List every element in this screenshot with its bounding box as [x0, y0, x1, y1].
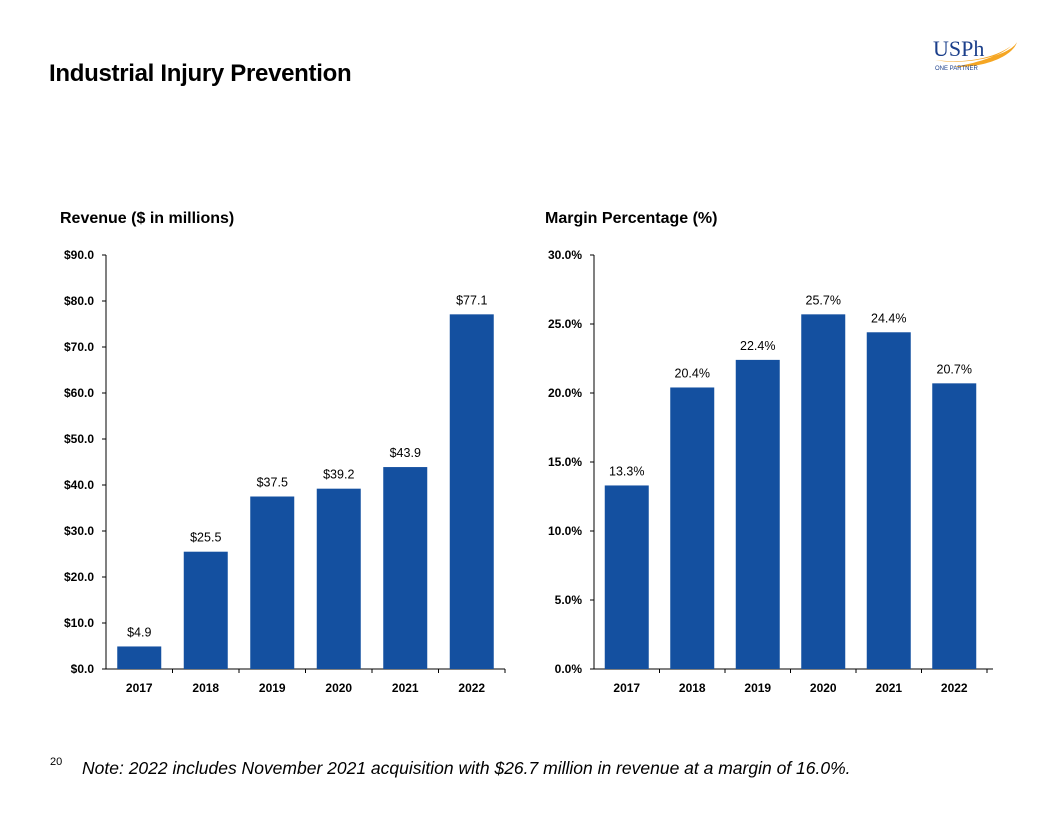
- logo-text: USPh: [933, 36, 984, 61]
- revenue-x-tick-label: 2017: [126, 681, 153, 695]
- margin-chart: 0.0% 5.0% 10.0% 15.0% 20.0% 25.0% 30.0% 13.3% 20…: [548, 248, 993, 695]
- revenue-data-label-2020: $39.2: [323, 468, 354, 482]
- revenue-data-label-2021: $43.9: [390, 446, 421, 460]
- page-number: 20: [50, 756, 63, 768]
- margin-bar-2021: [866, 332, 911, 669]
- margin-x-tick-label: 2019: [744, 681, 771, 695]
- margin-y-tick-label: 5.0%: [555, 593, 583, 607]
- margin-data-label-2019: 22.4%: [740, 339, 775, 353]
- margin-data-label-2022: 20.7%: [937, 362, 972, 376]
- margin-y-tick-label: 25.0%: [548, 317, 582, 331]
- revenue-bar-2019: [250, 496, 295, 669]
- margin-data-label-2018: 20.4%: [675, 366, 710, 380]
- margin-bar-2020: [801, 314, 846, 669]
- revenue-data-label-2017: $4.9: [127, 625, 151, 639]
- revenue-y-tick-label: $40.0: [64, 478, 94, 492]
- revenue-y-tick-label: $50.0: [64, 432, 94, 446]
- margin-y-tick-label: 20.0%: [548, 386, 582, 400]
- usph-logo: USPh ONE PARTNER: [933, 36, 1017, 72]
- revenue-bar-2021: [383, 467, 428, 669]
- revenue-x-tick-label: 2018: [192, 681, 219, 695]
- revenue-bar-2017: [117, 646, 162, 669]
- margin-y-tick-label: 0.0%: [555, 662, 583, 676]
- revenue-y-tick-label: $20.0: [64, 570, 94, 584]
- margin-bar-2019: [735, 359, 780, 669]
- logo-swoosh: [935, 42, 1017, 68]
- revenue-y-tick-label: $30.0: [64, 524, 94, 538]
- revenue-y-tick-label: $90.0: [64, 248, 94, 262]
- revenue-x-tick-label: 2021: [392, 681, 419, 695]
- margin-y-tick-label: 10.0%: [548, 524, 582, 538]
- revenue-y-tick-label: $70.0: [64, 340, 94, 354]
- margin-data-label-2017: 13.3%: [609, 464, 644, 478]
- revenue-y-tick-label: $80.0: [64, 294, 94, 308]
- revenue-x-tick-label: 2020: [325, 681, 352, 695]
- margin-bar-2022: [932, 383, 977, 669]
- margin-x-tick-label: 2018: [679, 681, 706, 695]
- page-title: Industrial Injury Prevention: [49, 60, 352, 87]
- revenue-bar-2018: [183, 551, 228, 669]
- revenue-bar-2022: [449, 314, 494, 669]
- margin-y-tick-label: 15.0%: [548, 455, 582, 469]
- margin-bar-2017: [604, 485, 649, 669]
- margin-bar-2018: [670, 387, 715, 669]
- revenue-data-label-2018: $25.5: [190, 531, 221, 545]
- margin-x-tick-label: 2022: [941, 681, 968, 695]
- revenue-data-label-2019: $37.5: [257, 476, 288, 490]
- margin-x-tick-label: 2017: [613, 681, 640, 695]
- margin-chart-title: Margin Percentage (%): [545, 210, 718, 227]
- revenue-y-tick-label: $10.0: [64, 616, 94, 630]
- margin-x-tick-label: 2020: [810, 681, 837, 695]
- revenue-data-label-2022: $77.1: [456, 293, 487, 307]
- revenue-chart: $0.0 $10.0 $20.0 $30.0 $40.0 $50.0 $60.0 $70.0 $…: [64, 248, 506, 695]
- margin-data-label-2021: 24.4%: [871, 311, 906, 325]
- revenue-y-tick-label: $60.0: [64, 386, 94, 400]
- margin-data-label-2020: 25.7%: [806, 293, 841, 307]
- margin-x-tick-label: 2021: [875, 681, 902, 695]
- revenue-x-tick-label: 2019: [259, 681, 286, 695]
- revenue-x-tick-label: 2022: [458, 681, 485, 695]
- margin-y-tick-label: 30.0%: [548, 248, 582, 262]
- footnote: Note: 2022 includes November 2021 acquis…: [82, 758, 851, 778]
- revenue-y-tick-label: $0.0: [71, 662, 95, 676]
- logo-tagline: ONE PARTNER: [935, 66, 978, 72]
- revenue-chart-title: Revenue ($ in millions): [60, 210, 235, 227]
- revenue-bar-2020: [316, 488, 361, 669]
